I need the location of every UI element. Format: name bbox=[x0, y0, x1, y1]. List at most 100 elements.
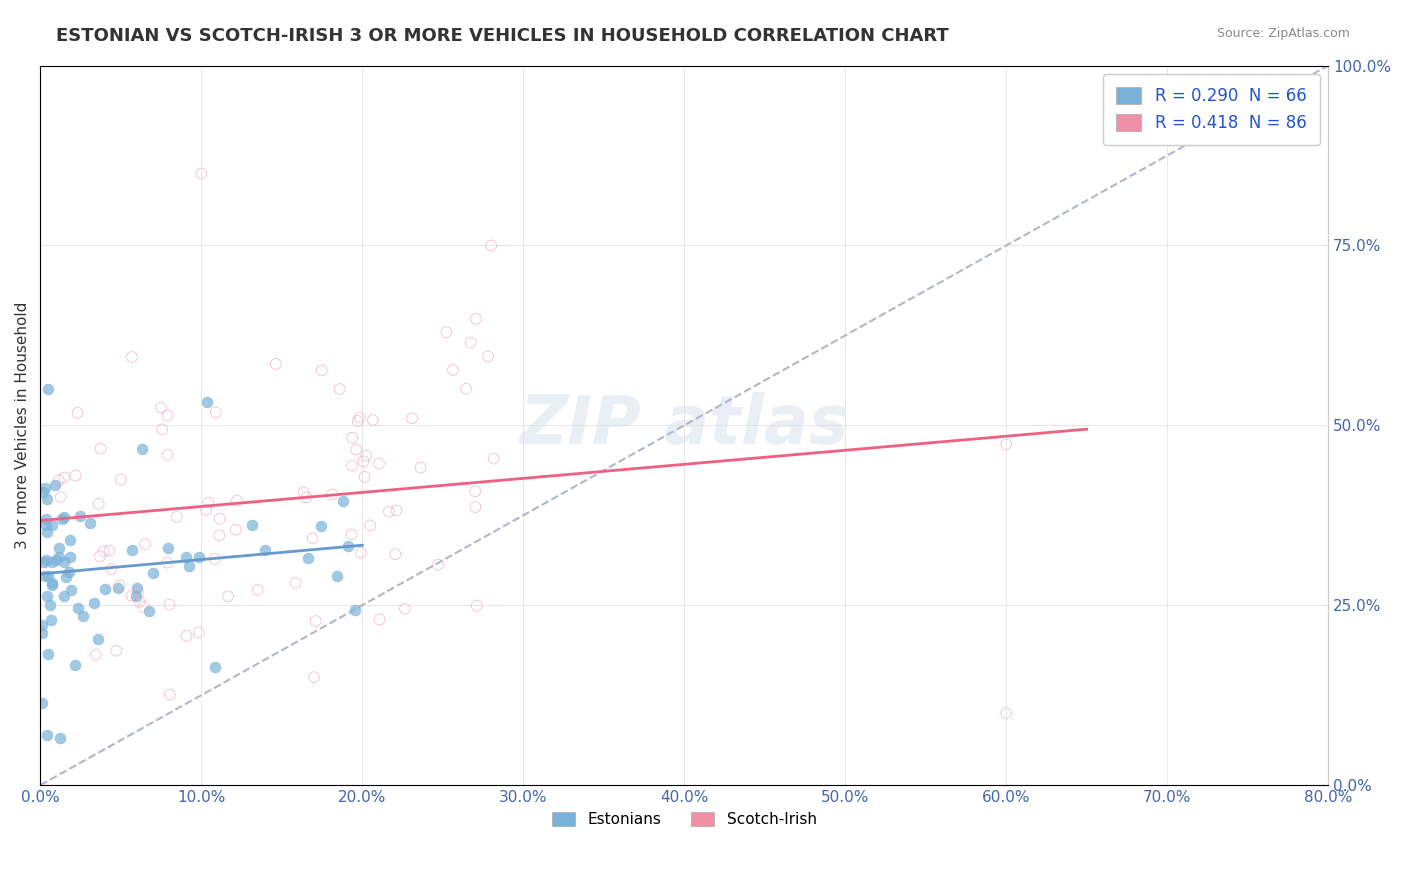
Point bbox=[150, 422, 173, 436]
Point bbox=[156, 448, 179, 462]
Point bbox=[93, 544, 115, 558]
Point bbox=[35, 491, 58, 506]
Point bbox=[100, 562, 122, 576]
Point bbox=[59, 549, 82, 564]
Point bbox=[41, 555, 63, 569]
Text: ZIP atlas: ZIP atlas bbox=[520, 392, 849, 458]
Point bbox=[195, 394, 218, 409]
Point bbox=[35, 524, 58, 539]
Point bbox=[292, 485, 315, 500]
Point bbox=[142, 566, 165, 580]
Point bbox=[157, 598, 180, 612]
Point bbox=[98, 543, 121, 558]
Point bbox=[31, 696, 53, 710]
Point bbox=[311, 363, 333, 377]
Point bbox=[35, 552, 58, 566]
Point bbox=[31, 626, 53, 640]
Point bbox=[157, 541, 180, 555]
Point bbox=[378, 505, 401, 519]
Point bbox=[995, 706, 1018, 720]
Point bbox=[368, 457, 391, 471]
Point bbox=[35, 728, 58, 742]
Point bbox=[131, 442, 153, 456]
Point bbox=[343, 603, 366, 617]
Point bbox=[65, 658, 87, 673]
Point bbox=[69, 508, 91, 523]
Point bbox=[59, 533, 82, 547]
Point bbox=[41, 578, 63, 592]
Point bbox=[66, 600, 89, 615]
Point bbox=[436, 325, 458, 339]
Point bbox=[226, 493, 249, 508]
Point bbox=[401, 411, 423, 425]
Point bbox=[37, 569, 59, 583]
Point bbox=[128, 595, 150, 609]
Point bbox=[332, 494, 354, 508]
Point bbox=[166, 509, 188, 524]
Point bbox=[31, 485, 53, 500]
Point bbox=[225, 523, 247, 537]
Point bbox=[464, 500, 486, 514]
Point bbox=[477, 350, 499, 364]
Point bbox=[321, 487, 343, 501]
Point bbox=[55, 570, 77, 584]
Y-axis label: 3 or more Vehicles in Household: 3 or more Vehicles in Household bbox=[15, 301, 30, 549]
Point bbox=[150, 401, 173, 415]
Point bbox=[51, 512, 73, 526]
Point bbox=[79, 516, 101, 531]
Point bbox=[65, 468, 87, 483]
Point bbox=[204, 659, 226, 673]
Point bbox=[48, 473, 70, 487]
Point bbox=[464, 484, 486, 499]
Point bbox=[368, 612, 391, 626]
Point bbox=[176, 549, 198, 564]
Point bbox=[297, 551, 319, 566]
Point bbox=[344, 442, 367, 457]
Point bbox=[454, 382, 477, 396]
Point bbox=[37, 383, 59, 397]
Point bbox=[336, 539, 359, 553]
Point bbox=[94, 582, 117, 597]
Point bbox=[34, 481, 56, 495]
Point bbox=[83, 596, 105, 610]
Point bbox=[127, 581, 149, 595]
Point bbox=[105, 643, 128, 657]
Point bbox=[89, 442, 111, 456]
Point bbox=[384, 547, 406, 561]
Point bbox=[295, 490, 318, 504]
Point bbox=[156, 409, 179, 423]
Point bbox=[48, 541, 70, 555]
Point bbox=[84, 648, 107, 662]
Point bbox=[58, 565, 80, 579]
Point bbox=[353, 454, 375, 468]
Point bbox=[995, 437, 1018, 451]
Point bbox=[346, 414, 368, 428]
Point bbox=[44, 553, 66, 567]
Point bbox=[177, 559, 200, 574]
Point bbox=[305, 614, 328, 628]
Point bbox=[89, 549, 111, 564]
Point bbox=[156, 556, 179, 570]
Point bbox=[49, 731, 72, 746]
Point bbox=[41, 517, 63, 532]
Point bbox=[197, 496, 219, 510]
Point bbox=[107, 581, 129, 595]
Point bbox=[44, 477, 66, 491]
Point bbox=[72, 608, 94, 623]
Point bbox=[125, 589, 148, 603]
Point bbox=[159, 688, 181, 702]
Point bbox=[329, 382, 352, 396]
Point bbox=[354, 449, 377, 463]
Point bbox=[340, 458, 363, 473]
Point bbox=[340, 527, 363, 541]
Point bbox=[121, 589, 143, 603]
Point bbox=[246, 582, 269, 597]
Point bbox=[52, 590, 75, 604]
Point bbox=[195, 503, 218, 517]
Point bbox=[302, 670, 325, 684]
Point bbox=[121, 350, 143, 364]
Point bbox=[465, 312, 488, 326]
Point bbox=[188, 550, 211, 565]
Point bbox=[121, 542, 143, 557]
Point bbox=[353, 470, 375, 484]
